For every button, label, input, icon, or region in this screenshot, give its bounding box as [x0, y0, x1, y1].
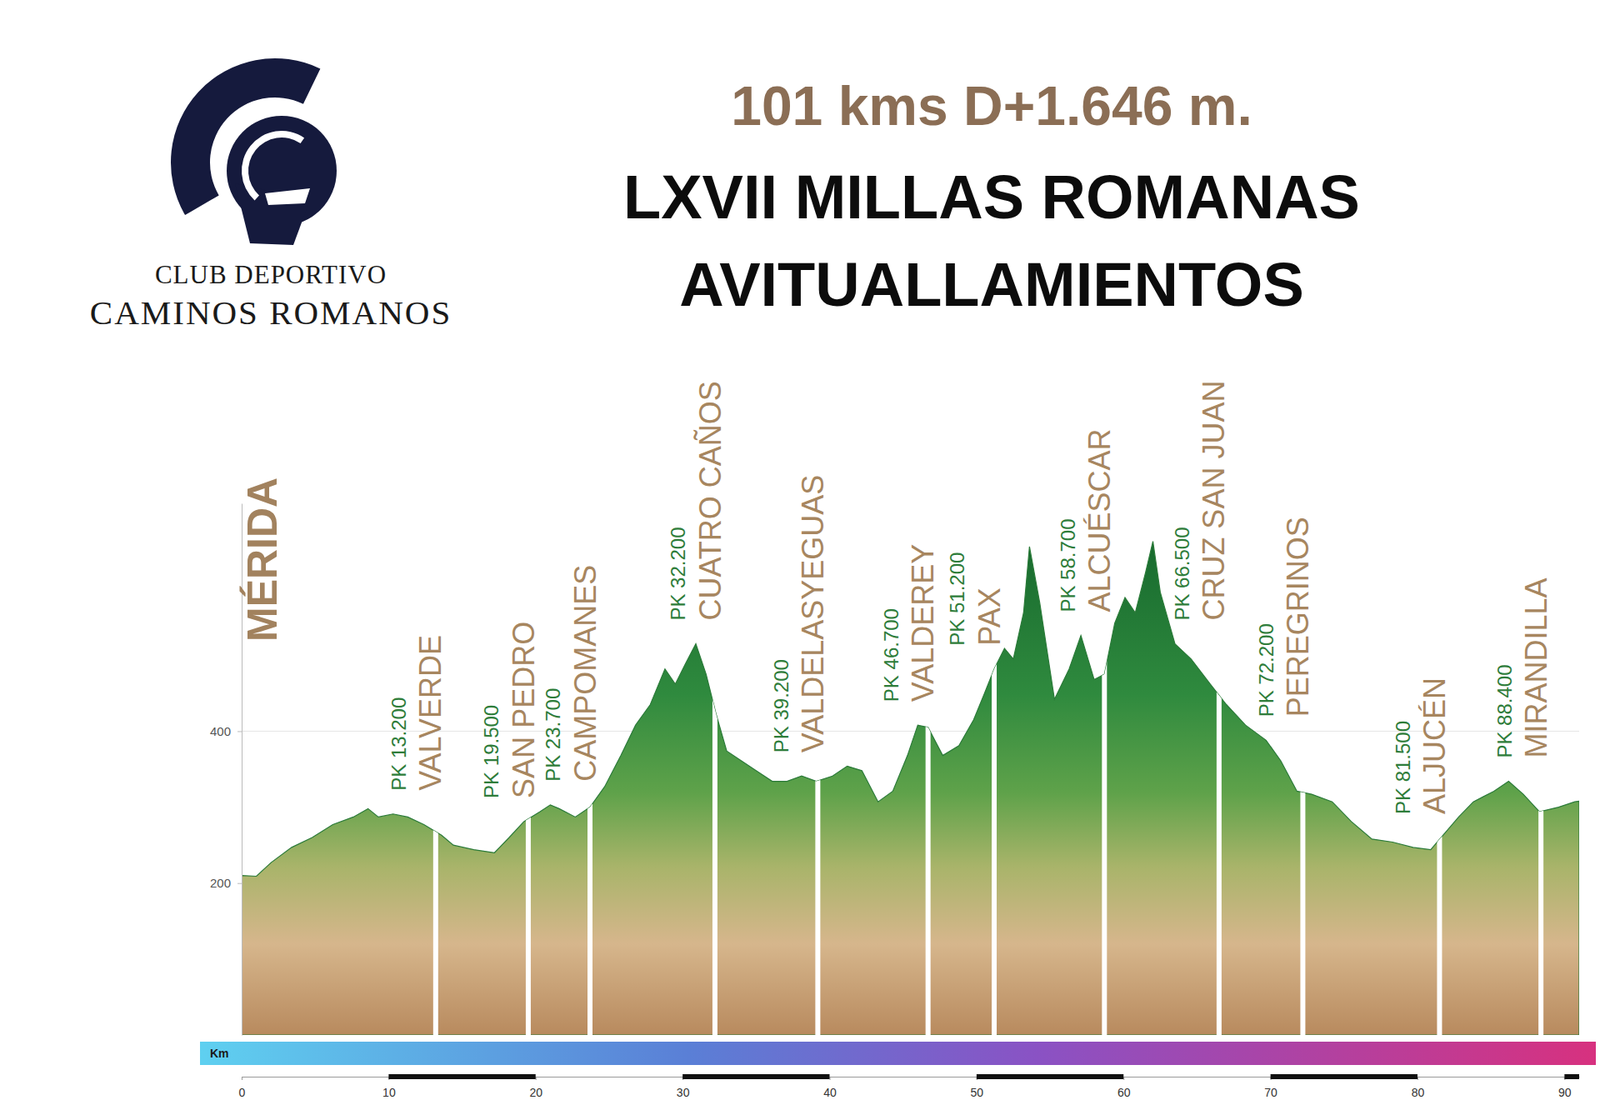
x-axis: 0 10 20 30 40 50 60 70 80 90	[239, 1076, 1580, 1100]
station-separator	[991, 503, 997, 1035]
station-pk: PK 32.200	[666, 527, 690, 621]
x-tick-mark	[1123, 1076, 1125, 1080]
plot-area	[241, 503, 1580, 1035]
page: CLUB DEPORTIVOCAMINOS ROMANOS 101 kms D+1…	[0, 0, 1600, 1120]
scale-segment	[1270, 1074, 1418, 1080]
station-name: SAN PEDRO	[506, 621, 541, 799]
scale-segment	[1564, 1074, 1580, 1080]
station-pk: PK 51.200	[945, 552, 969, 646]
x-tick: 80	[1411, 1076, 1425, 1100]
x-tick: 60	[1117, 1076, 1131, 1100]
station-pk: PK 19.500	[480, 705, 503, 799]
x-tick: 40	[823, 1076, 837, 1100]
x-tick-label: 0	[239, 1085, 246, 1100]
y-tick-mark	[237, 883, 242, 885]
station-name: PAX	[972, 587, 1007, 645]
y-tick-label: 400	[210, 724, 231, 739]
chart-svg: CLUB DEPORTIVOCAMINOS ROMANOS 101 kms D+1…	[0, 0, 1600, 1120]
x-tick-label: 30	[676, 1085, 690, 1100]
x-tick-label: 40	[823, 1085, 837, 1100]
station-pk: PK 81.500	[1391, 720, 1415, 815]
station-name: VALDEREY	[905, 544, 940, 702]
scale-segment	[976, 1074, 1124, 1080]
x-tick: 0	[239, 1076, 246, 1100]
start-label: MÉRIDA	[239, 477, 286, 642]
separators	[435, 503, 1541, 1035]
station-name: CRUZ SAN JUAN	[1196, 380, 1231, 621]
station-pk: PK 66.500	[1170, 527, 1194, 621]
logo-stripe	[241, 130, 305, 200]
km-bar	[200, 1041, 1596, 1065]
x-tick: 70	[1264, 1076, 1278, 1100]
logo-guard	[235, 183, 310, 245]
station-labels: VALVERDEPK 13.200 SAN PEDROPK 19.500 CAMPO…	[387, 380, 1554, 815]
club-name: CAMINOS ROMANOS	[90, 293, 452, 332]
scale-segment	[682, 1074, 830, 1080]
station-pk: PK 46.700	[880, 608, 903, 702]
title-line: 101 kms D+1.646 m.	[730, 75, 1253, 137]
scale-segments	[388, 1074, 1580, 1080]
logo: CLUB DEPORTIVOCAMINOS ROMANOS	[90, 58, 452, 332]
title-line: LXVII MILLAS ROMANAS	[623, 162, 1360, 232]
x-tick: 10	[382, 1076, 396, 1100]
station-name: VALVERDE	[413, 635, 448, 791]
station-name: CUATRO CAÑOS	[693, 380, 728, 620]
title-line: AVITUALLAMIENTOS	[679, 250, 1305, 320]
station-pk: PK 23.700	[541, 688, 565, 782]
x-axis-title: Km	[210, 1046, 230, 1060]
station-name: ALJUCÉN	[1417, 677, 1452, 815]
y-tick: 200	[210, 875, 242, 890]
station-pk: PK 88.400	[1493, 664, 1516, 758]
station-pk: PK 58.700	[1056, 518, 1080, 612]
x-tick-label: 10	[382, 1085, 396, 1100]
logo-eye	[265, 188, 310, 205]
y-axis: 200 400	[210, 504, 243, 1036]
y-tick-mark	[237, 730, 242, 732]
station-name: CAMPOMANES	[568, 565, 603, 782]
club-name: CLUB DEPORTIVO	[155, 260, 387, 290]
x-tick-label: 20	[529, 1085, 543, 1100]
x-tick-label: 80	[1411, 1085, 1425, 1100]
y-tick: 400	[210, 724, 242, 739]
station-name: PEREGRINOS	[1280, 516, 1315, 717]
x-tick-label: 90	[1558, 1085, 1572, 1100]
station-pk: PK 39.200	[770, 659, 793, 753]
x-tick-label: 60	[1117, 1085, 1131, 1100]
station-name: VALDELASYEGUAS	[795, 475, 830, 753]
x-tick: 20	[529, 1076, 543, 1100]
x-tick-mark	[241, 1076, 243, 1080]
x-tick: 30	[676, 1076, 690, 1100]
x-tick-label: 50	[970, 1085, 985, 1100]
station-name: MIRANDILLA	[1519, 578, 1554, 759]
station-name: ALCUÉSCAR	[1082, 429, 1117, 613]
scale-segment	[388, 1074, 535, 1080]
station-pk: PK 13.200	[387, 697, 410, 791]
station-pk: PK 72.200	[1255, 623, 1278, 717]
x-tick-mark	[1417, 1076, 1419, 1080]
x-tick: 50	[970, 1076, 985, 1100]
x-tick-mark	[535, 1076, 537, 1080]
x-tick: 90	[1558, 1076, 1572, 1100]
x-tick-mark	[829, 1076, 830, 1080]
x-tick-label: 70	[1264, 1085, 1278, 1100]
y-tick-label: 200	[210, 875, 231, 890]
elevation-area	[241, 541, 1580, 1035]
